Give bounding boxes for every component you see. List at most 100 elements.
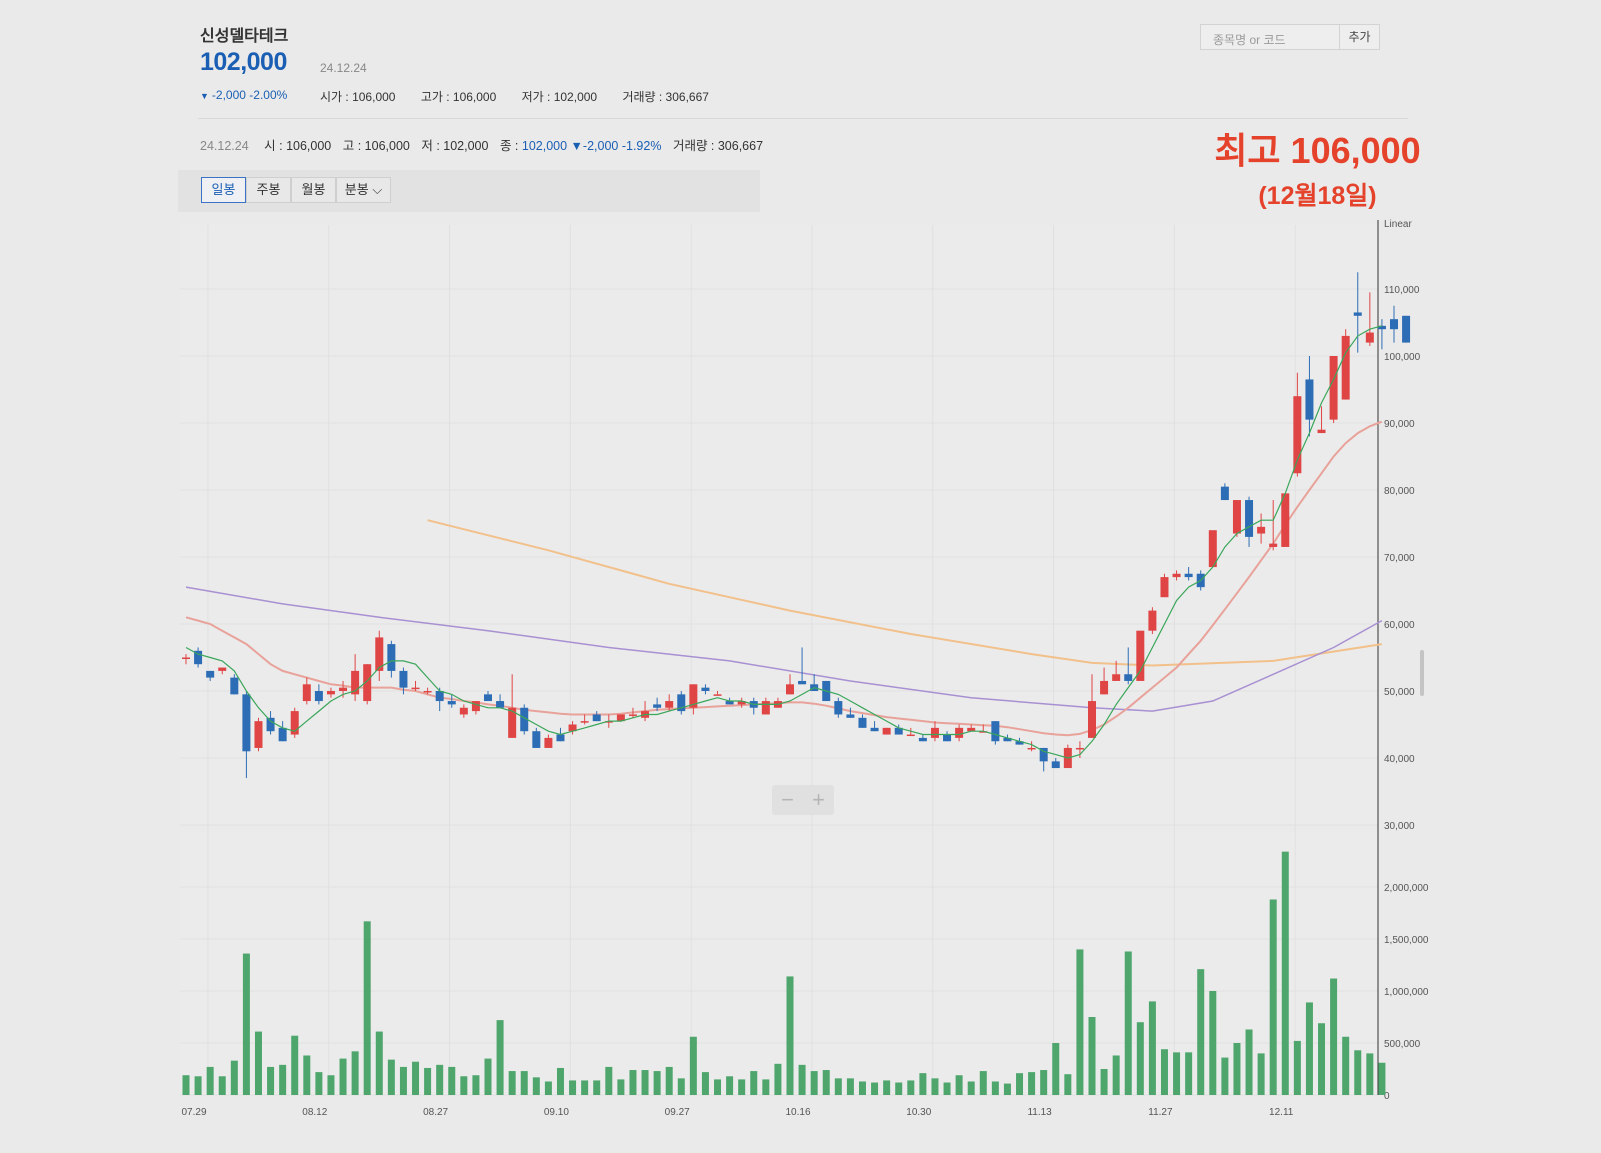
volume-bar (351, 1051, 359, 1095)
volume-bar (1342, 1036, 1350, 1095)
volume-bar (267, 1066, 275, 1095)
x-tick-label: 07.29 (181, 1107, 206, 1118)
volume-bar (1221, 1057, 1229, 1095)
candle-body (882, 727, 891, 735)
volume-bar (641, 1070, 649, 1095)
volume-bar (254, 1031, 262, 1095)
tab-daily[interactable]: 일봉 (201, 177, 246, 203)
add-button[interactable]: 추가 (1340, 24, 1380, 50)
price-change: ▼ -2,000 -2.00% (200, 88, 287, 102)
candle-body (230, 677, 239, 695)
volume-bar (979, 1071, 987, 1095)
volume-bar (665, 1066, 673, 1095)
candle-body (1039, 747, 1048, 762)
candle-body (302, 684, 311, 702)
volume-bar (629, 1070, 637, 1095)
candle-body (423, 691, 432, 693)
volume-bar (858, 1081, 866, 1095)
volume-bar (424, 1067, 432, 1095)
volume-bar (399, 1066, 407, 1095)
candle-body (326, 691, 335, 695)
volume-bar (931, 1078, 939, 1095)
candle-body (906, 734, 915, 737)
candle-body (1317, 429, 1326, 434)
tab-monthly[interactable]: 월봉 (291, 177, 336, 203)
volume-bar (593, 1080, 601, 1095)
candle-body (1015, 741, 1024, 745)
candle-body (508, 707, 517, 738)
ohlc-summary: 시가 : 106,000 고가 : 106,000 저가 : 102,000 거… (320, 88, 731, 105)
volume-bar (991, 1081, 999, 1095)
volume-bar (822, 1070, 830, 1095)
volume-bar (1185, 1052, 1193, 1095)
volume-bar (1124, 951, 1132, 1095)
volume-bar (1136, 1022, 1144, 1095)
candle-body (1377, 325, 1386, 330)
candle-body (1353, 312, 1362, 316)
candle-body (580, 721, 589, 723)
candle-body (870, 727, 879, 732)
candle-body (471, 701, 480, 712)
volume-bar (1003, 1083, 1011, 1095)
candle-body (1365, 332, 1374, 343)
tab-minute[interactable]: 분봉 ⌵ (336, 177, 391, 203)
candle-body (846, 714, 855, 718)
price-tick-label: 70,000 (1384, 553, 1415, 564)
info-close-label: 종 : (499, 139, 519, 153)
candle-body (701, 687, 710, 691)
volume-bar (412, 1061, 420, 1095)
candle-body (1257, 526, 1266, 534)
candle-body (568, 724, 577, 732)
search-input[interactable]: 종목명 or 코드 (1200, 24, 1340, 50)
candle-body (1148, 610, 1157, 631)
candle-body (786, 684, 794, 695)
volume-bar (677, 1078, 685, 1095)
candle-body (1075, 747, 1084, 750)
candle-body (290, 711, 299, 735)
volume-bar (714, 1079, 722, 1095)
volume-tick-label: 2,000,000 (1384, 883, 1429, 894)
candle-body (1390, 319, 1398, 330)
high-price: 고가 : 106,000 (420, 90, 497, 104)
volume-bar (387, 1059, 395, 1095)
candle-body (1184, 573, 1193, 578)
price-tick-label: 60,000 (1384, 620, 1415, 631)
candle-body (1112, 674, 1121, 681)
volume-bar (1245, 1029, 1253, 1095)
ma120-line (427, 519, 1383, 667)
x-tick-label: 11.13 (1027, 1107, 1052, 1118)
candle-body (484, 694, 492, 702)
volume-bar (1209, 991, 1217, 1095)
volume-bar (1269, 899, 1277, 1095)
price-tick-label: 50,000 (1384, 687, 1415, 698)
candle-body (1220, 486, 1229, 501)
stock-name: 신성델타테크 (200, 28, 289, 45)
volume-bar (1257, 1053, 1265, 1095)
volume-tick-label: 1,500,000 (1384, 935, 1429, 946)
scroll-handle[interactable] (1420, 650, 1424, 696)
period-tabs: 일봉 주봉 월봉 분봉 ⌵ (178, 170, 760, 212)
candle-body (677, 694, 686, 712)
info-open: 시 : 106,000 (264, 139, 332, 153)
zoom-in-button[interactable]: + (812, 787, 825, 812)
candle-body (351, 670, 360, 695)
candle-body (182, 657, 190, 659)
volume-bar (182, 1075, 190, 1095)
tab-weekly[interactable]: 주봉 (246, 177, 291, 203)
candle-body (1088, 701, 1096, 738)
candle-body (616, 714, 625, 722)
volume-bar (339, 1058, 347, 1095)
zoom-out-button[interactable]: − (781, 787, 794, 812)
volume-bar (895, 1082, 903, 1095)
candle-body (1232, 500, 1241, 534)
volume-bar (1112, 1055, 1120, 1095)
candle-body (943, 734, 952, 742)
x-tick-label: 09.10 (544, 1107, 569, 1118)
volume-bar (315, 1072, 323, 1095)
volume-bar (363, 921, 371, 1095)
volume-bar (291, 1035, 299, 1095)
volume-tick-label: 0 (1384, 1091, 1390, 1102)
ma60-line (185, 586, 1383, 712)
volume-bar (762, 1079, 770, 1095)
